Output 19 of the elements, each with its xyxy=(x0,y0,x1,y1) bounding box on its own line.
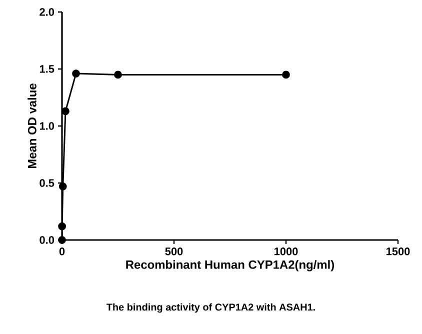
text: The binding activity of CYP1A2 with ASAH1. xyxy=(106,303,315,313)
x-axis-title: Recombinant Human CYP1A2(ng/ml) xyxy=(126,260,334,272)
y-axis-title: Mean OD value xyxy=(28,84,36,168)
point xyxy=(282,70,290,79)
point xyxy=(72,70,80,78)
y-tick-label: 1.5 xyxy=(40,65,54,73)
y-tick-label: 0.0 xyxy=(40,236,54,244)
y-tick-label: 1.0 xyxy=(40,122,54,130)
point xyxy=(58,222,66,230)
x-tick-label: 1500 xyxy=(386,248,410,256)
x-tick-label: 0 xyxy=(59,248,65,256)
y-tick-label: 0.5 xyxy=(40,179,54,187)
x-tick-label: 1000 xyxy=(274,248,298,256)
y-tick-label: 2.0 xyxy=(40,8,54,16)
point xyxy=(62,107,70,116)
point xyxy=(58,182,67,190)
x-tick-label: 500 xyxy=(165,248,183,256)
point xyxy=(114,70,122,79)
point xyxy=(58,236,66,244)
